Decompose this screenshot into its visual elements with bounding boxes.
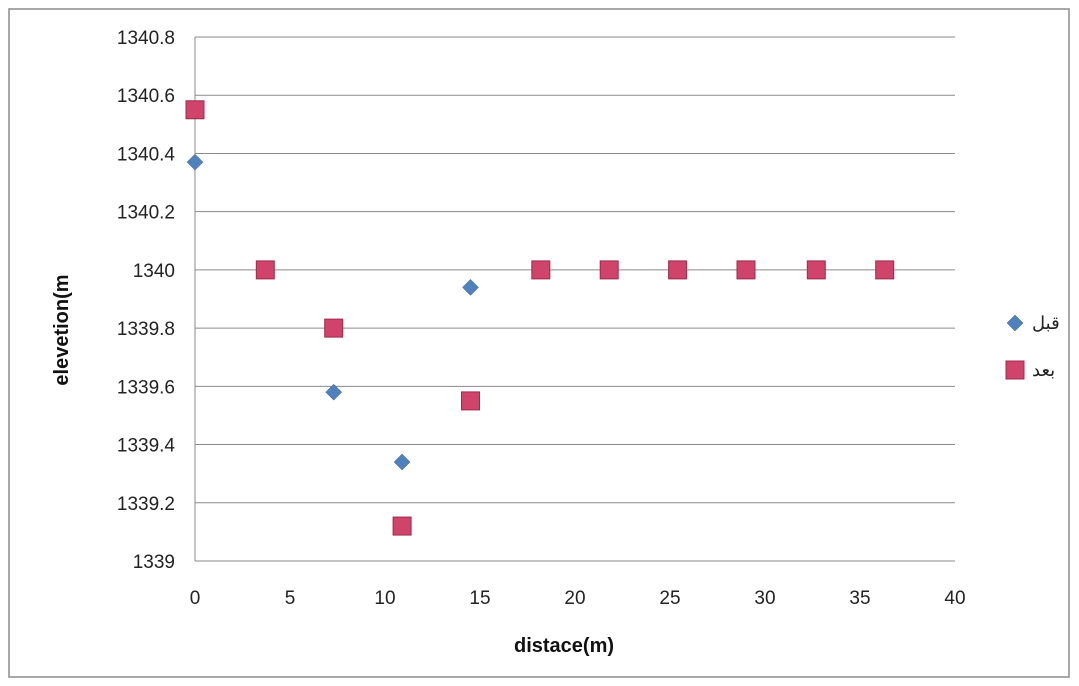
legend-label: بعد	[1032, 360, 1055, 380]
square-point	[875, 260, 895, 280]
y-tick-label: 1340	[133, 261, 175, 282]
legend-square-marker	[1005, 360, 1025, 380]
chart-border	[8, 8, 1070, 678]
square-point	[806, 260, 826, 280]
x-tick-label: 0	[190, 588, 201, 609]
x-tick-label: 15	[469, 588, 490, 609]
square-point	[531, 260, 551, 280]
x-tick-label: 20	[564, 588, 585, 609]
x-tick-label: 5	[285, 588, 296, 609]
y-axis-title: elevetion(m	[51, 274, 73, 385]
legend: قبل بعد	[1005, 313, 1060, 380]
x-tick-label: 10	[374, 588, 395, 609]
square-point	[255, 260, 275, 280]
data-series	[185, 100, 895, 536]
legend-diamond-marker	[1006, 314, 1024, 332]
y-tick-label: 1340.4	[117, 144, 176, 165]
diamond-point	[186, 153, 204, 171]
square-point	[736, 260, 756, 280]
y-tick-label: 1339.4	[117, 436, 176, 457]
diamond-point	[393, 453, 411, 471]
x-tick-label: 25	[659, 588, 680, 609]
grid-lines	[195, 36, 955, 562]
y-tick-labels: 1339 1339.2 1339.4 1339.6 1339.8 1340 1340.2 13…	[117, 28, 176, 573]
y-tick-label: 1340.6	[117, 86, 175, 107]
y-tick-label: 1339.2	[117, 494, 175, 515]
legend-label: قبل	[1032, 313, 1060, 333]
x-axis-title: distace(m)	[514, 635, 614, 657]
x-tick-label: 30	[754, 588, 775, 609]
diamond-point	[325, 383, 343, 401]
x-tick-labels: 0 5 10 15 20 25 30 35 40	[190, 588, 966, 609]
square-point	[668, 260, 688, 280]
square-point	[392, 516, 412, 536]
y-tick-label: 1339.8	[117, 319, 175, 340]
x-tick-label: 35	[849, 588, 870, 609]
y-tick-label: 1340.8	[117, 28, 175, 49]
y-tick-label: 1339.6	[117, 377, 175, 398]
y-tick-label: 1339	[133, 552, 175, 573]
y-tick-label: 1340.2	[117, 203, 175, 224]
x-tick-label: 40	[944, 588, 965, 609]
square-point	[185, 100, 205, 120]
square-point	[599, 260, 619, 280]
diamond-point	[462, 279, 479, 296]
square-point	[324, 318, 344, 338]
square-point	[461, 391, 480, 411]
